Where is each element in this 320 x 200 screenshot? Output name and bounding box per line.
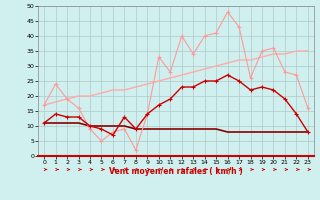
X-axis label: Vent moyen/en rafales ( km/h ): Vent moyen/en rafales ( km/h ) xyxy=(109,167,243,176)
